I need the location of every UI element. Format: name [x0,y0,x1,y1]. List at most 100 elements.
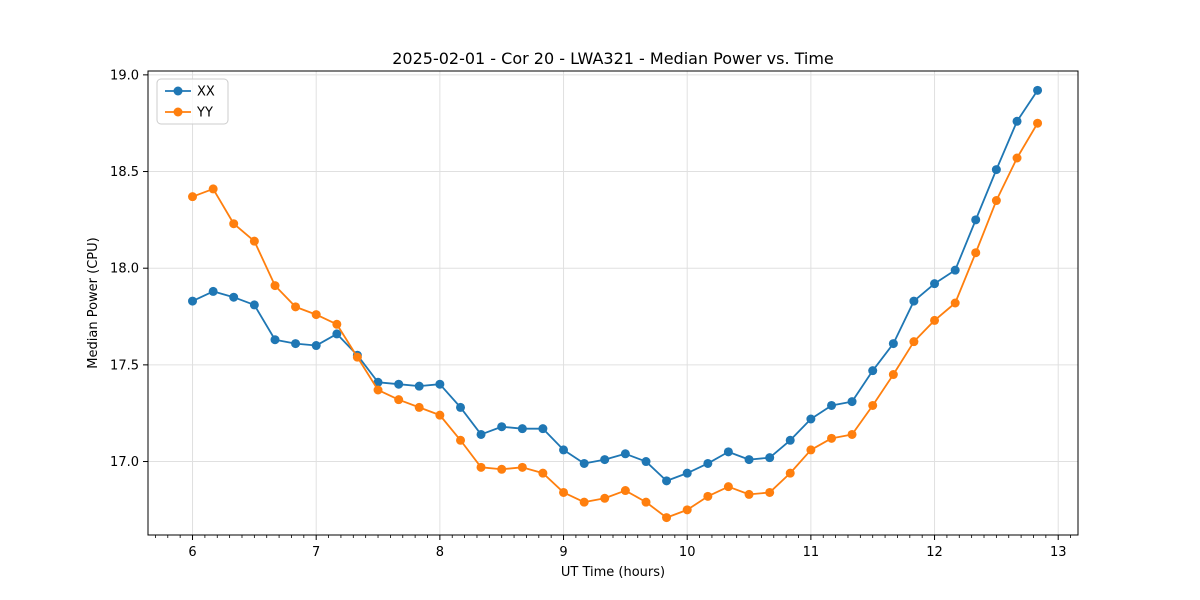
y-tick-label: 19.0 [110,68,139,83]
data-point-yy [620,486,630,496]
data-point-yy [1012,153,1022,163]
data-point-yy [352,352,362,362]
data-point-yy [765,487,775,497]
data-point-yy [600,493,610,503]
data-point-yy [723,482,733,492]
data-point-xx [930,279,940,289]
legend-label: YY [196,106,213,121]
data-point-xx [332,329,342,339]
data-point-yy [270,281,280,291]
plot-border [147,70,1079,536]
legend-box [156,78,229,125]
x-tick-label: 7 [312,545,320,560]
data-point-xx [559,445,569,455]
data-point-yy [950,298,960,308]
data-point-xx [291,339,301,349]
data-point-yy [332,319,342,329]
data-point-yy [827,433,837,443]
data-point-yy [1033,118,1043,128]
data-point-xx [249,300,259,310]
legend-label: XX [197,85,215,100]
data-point-yy [868,400,878,410]
data-point-yy [682,505,692,515]
chart-title: 2025-02-01 - Cor 20 - LWA321 - Median Po… [392,49,834,68]
data-point-yy [291,302,301,312]
data-point-yy [249,236,259,246]
data-point-yy [456,435,466,445]
data-point-xx [744,455,754,465]
legend-marker-icon [173,107,183,117]
data-point-xx [1033,85,1043,95]
data-point-yy [806,445,816,455]
data-point-xx [620,449,630,459]
data-point-yy [744,489,754,499]
data-point-xx [723,447,733,457]
data-point-xx [538,424,548,434]
data-point-yy [517,462,527,472]
series-layer [188,85,1043,523]
x-tick-label: 11 [803,545,820,560]
data-point-xx [188,296,198,306]
data-point-xx [950,265,960,275]
data-point-yy [188,192,198,202]
legend: XX YY [156,78,229,125]
data-point-xx [662,476,672,486]
data-point-yy [991,196,1001,206]
data-point-yy [785,468,795,478]
data-point-xx [641,457,651,467]
data-point-xx [414,381,424,391]
data-point-xx [888,339,898,349]
data-point-yy [847,429,857,439]
data-point-xx [847,397,857,407]
data-point-yy [703,491,713,501]
y-tick-label: 17.0 [110,455,139,470]
data-point-yy [311,310,321,320]
x-tick-label: 9 [559,545,567,560]
data-point-xx [1012,116,1022,126]
data-point-xx [229,292,239,302]
data-point-yy [373,385,383,395]
data-point-yy [414,402,424,412]
y-tick-label: 17.5 [110,358,139,373]
x-tick-label: 13 [1050,545,1067,560]
grid-layer [148,71,1078,535]
data-point-xx [373,377,383,387]
data-point-xx [476,429,486,439]
data-point-xx [682,468,692,478]
data-point-xx [270,335,280,345]
data-point-xx [827,400,837,410]
data-point-xx [579,458,589,468]
data-point-yy [579,497,589,507]
x-axis-label: UT Time (hours) [561,565,665,580]
data-point-xx [517,424,527,434]
x-tick-label: 12 [926,545,943,560]
series-line-xx [192,89,1039,482]
data-point-xx [435,379,445,389]
data-point-xx [703,458,713,468]
data-point-yy [641,497,651,507]
legend-marker-icon [173,86,183,96]
data-point-yy [229,219,239,229]
data-point-yy [971,248,981,258]
data-point-yy [888,370,898,380]
data-point-xx [806,414,816,424]
data-point-yy [538,468,548,478]
x-tick-label: 6 [188,545,196,560]
data-point-yy [909,337,919,347]
legend-item-yy: YY [165,106,213,121]
data-point-xx [600,455,610,465]
data-point-yy [476,462,486,472]
data-point-xx [456,402,466,412]
data-point-xx [394,379,404,389]
y-tick-label: 18.5 [110,165,139,180]
data-point-yy [662,513,672,523]
data-point-xx [971,215,981,225]
data-point-xx [497,422,507,432]
data-point-xx [909,296,919,306]
data-point-xx [991,165,1001,175]
data-point-xx [208,286,218,296]
y-tick-label: 18.0 [110,262,139,277]
data-point-yy [435,410,445,420]
data-point-xx [785,435,795,445]
